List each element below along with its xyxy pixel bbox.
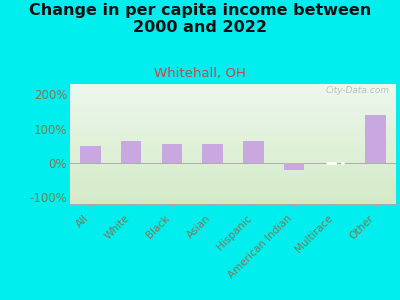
Bar (202, 144, 223, 163)
Bar (366, 115, 386, 163)
Text: City-Data.com: City-Data.com (326, 86, 390, 95)
Text: Whitehall, OH: Whitehall, OH (154, 68, 246, 80)
Text: Change in per capita income between
2000 and 2022: Change in per capita income between 2000… (29, 3, 371, 35)
Bar (243, 141, 264, 163)
Bar (162, 144, 182, 163)
Bar (121, 141, 141, 163)
Bar (80, 146, 100, 163)
Bar (284, 163, 304, 170)
